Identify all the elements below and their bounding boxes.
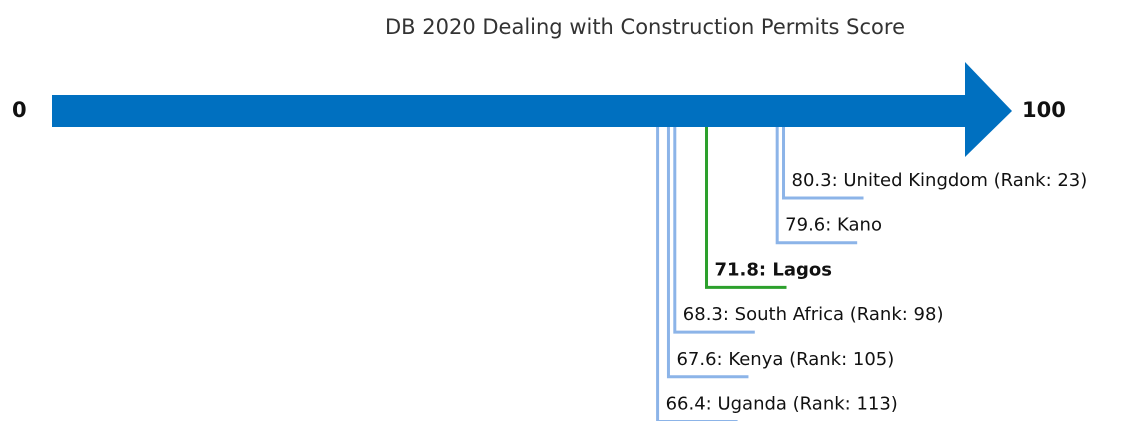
marker-line xyxy=(775,127,858,245)
value-label: 68.3: South Africa (Rank: 98) xyxy=(683,304,944,325)
axis-arrow xyxy=(52,62,1012,157)
x-tick-label: 0 xyxy=(12,98,27,122)
chart-title: DB 2020 Dealing with Construction Permit… xyxy=(385,15,905,39)
value-label: 71.8: Lagos xyxy=(715,259,832,280)
marker-line xyxy=(666,127,749,379)
value-label: 66.4: Uganda (Rank: 113) xyxy=(666,394,898,415)
value-label: 67.6: Kenya (Rank: 105) xyxy=(676,349,894,370)
marker-line xyxy=(705,127,787,289)
value-label: 79.6: Kano xyxy=(785,215,882,236)
marker-line xyxy=(782,127,864,200)
value-label: 80.3: United Kingdom (Rank: 23) xyxy=(792,170,1088,191)
marker-line xyxy=(673,127,755,334)
x-tick-label: 100 xyxy=(1022,98,1066,122)
marker-line xyxy=(656,127,738,421)
